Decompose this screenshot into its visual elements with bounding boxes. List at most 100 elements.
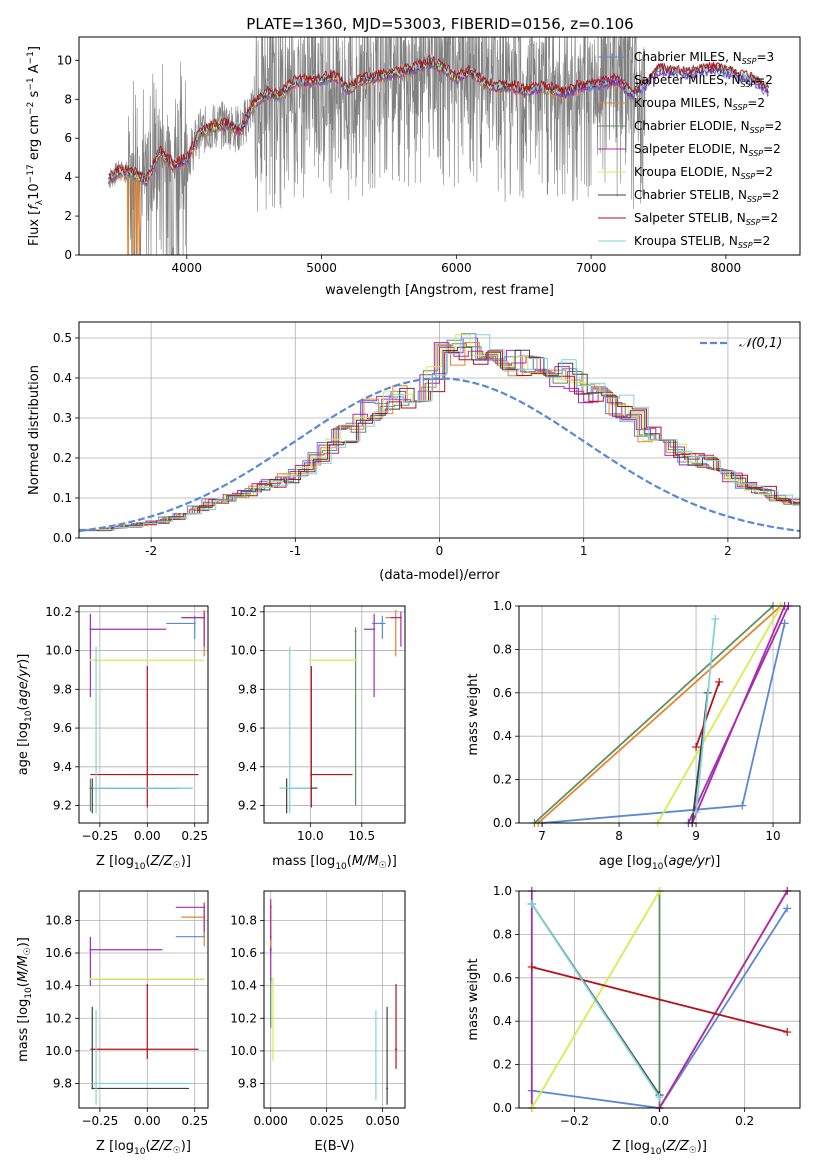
label-part: 10 [134,862,146,872]
label-part: ( [347,854,352,869]
label-part: s [27,90,42,101]
x-tick-label: 0.000 [254,1114,288,1128]
x-tick-label: 0.00 [134,829,161,843]
label-part: Z/Z [666,1139,690,1154]
y-tick-label: 10.2 [230,1011,257,1025]
label-part: 10 [24,710,34,722]
y-tick-label: 0.0 [53,531,72,545]
x-tick-label: 0.25 [181,829,208,843]
kroupa-stelib-point [95,1082,98,1085]
legend-label-end: =2 [753,234,771,248]
chabrier-stelib-point [91,1087,94,1090]
legend-label-sub: SSP [741,80,756,89]
label-part: 10 [650,1147,662,1157]
label-part: )] [710,854,720,869]
y-tick-label: 8 [64,92,72,106]
y-tick-label: 10.8 [230,913,257,927]
y-tick-label: 10.6 [45,946,72,960]
label-part: Z [log [612,1139,650,1154]
label-part: )] [387,854,397,869]
x-axis-label: (data-model)/error [379,568,500,583]
chabrier-miles-weight-marker [780,619,789,628]
label-part: mass [log [272,854,335,869]
salpeter-miles-point [269,948,272,951]
age-vs-Z-panel: −0.25 0.00 0.259.29.49.69.810.010.2Z [log1… [16,605,209,872]
legend-label: Salpeter STELIB, NSSP=2 [634,211,778,227]
legend-label-end: =2 [760,211,778,225]
y-tick-label: 9.8 [53,682,72,696]
y-tick-label: 0.3 [53,411,72,425]
legend-label-main: Chabrier STELIB, N [634,188,747,202]
salpeter-miles-point [373,628,376,631]
label-part: ( [145,854,150,869]
x-tick-label: −0.25 [81,1114,118,1128]
legend-label-sub: SSP [733,103,748,112]
label-part: ☉ [173,861,181,871]
legend-label-end: =2 [764,119,782,133]
kroupa-elodie-point [89,978,92,981]
label-part: Z/Z [150,854,174,869]
salpeter-stelib-weight-marker [692,743,701,752]
label-part: mass [log [16,999,31,1062]
salpeter-elodie-point [203,906,206,909]
figure-title: PLATE=1360, MJD=53003, FIBERID=0156, z=0… [246,15,633,33]
legend-label: 𝒩(0,1) [739,336,782,351]
x-axis-label: Z [log10(Z/Z☉)] [96,1139,191,1157]
salpeter-stelib-weight-line [531,966,788,1033]
x-tick-label: 5000 [306,261,337,275]
label-part: A [27,64,42,77]
y-tick-label: 9.6 [53,721,72,735]
legend-label-main: Chabrier ELODIE, N [634,119,750,133]
y-tick-label: 0.4 [53,371,72,385]
x-tick-label: -2 [145,544,157,558]
x-tick-label: 7 [538,829,546,843]
legend-label-end: =3 [756,50,774,64]
label-part: wavelength [Angstrom, rest frame] [325,283,554,298]
legend-label-end: =2 [755,165,773,179]
label-part: ☉ [173,1146,181,1156]
chabrier-miles-point [193,622,196,625]
y-tick-label: 0.8 [493,642,512,656]
legend-label: Kroupa MILES, NSSP=2 [634,96,765,112]
y-axis-label: Normed distribution [27,365,42,495]
legend-label-sub: SSP [747,195,762,204]
spectrum-panel: 4000 5000 6000 7000 8000 0 2 4 6 8 10 wavelength [A… [26,36,801,298]
massweight-vs-Z-panel: −0.2 0.0 0.2 0.0 0.2 0.4 0.6 0.8 1.0 Z [log10(Z/Z… [466,884,801,1157]
label-part: M/M [16,955,31,982]
salpeter-stelib-point [146,773,149,776]
label-part: f [27,203,42,210]
y-tick-label: 0 [64,248,72,262]
label-part: 10 [652,862,664,872]
legend-label-main: Kroupa MILES, N [634,96,733,110]
y-tick-label: 10.6 [230,946,257,960]
y-tick-label: 0.8 [493,927,512,941]
x-tick-label: -1 [289,544,301,558]
kroupa-elodie-point [89,659,92,662]
x-axis-label: Z [log10(Z/Z☉)] [96,854,191,872]
y-tick-label: 10.0 [45,644,72,658]
x-tick-label: −0.25 [81,829,118,843]
legend-label-end: =2 [755,73,773,87]
label-part: ( [145,1139,150,1154]
kroupa-stelib-point [95,787,98,790]
x-tick-label: 8 [615,829,623,843]
x-tick-label: 9 [692,829,700,843]
axes-frame [78,890,209,1109]
y-tick-label: 10.2 [45,1011,72,1025]
legend-label-main: Salpeter ELODIE, N [634,142,748,156]
x-tick-label: 10.0 [297,829,324,843]
y-tick-label: 9.8 [238,682,257,696]
label-part: ☉ [689,1146,697,1156]
y-tick-label: 0.1 [53,491,72,505]
x-tick-label: 1 [580,544,588,558]
x-axis-label: wavelength [Angstrom, rest frame] [325,283,554,298]
kroupa-stelib-weight-marker [692,808,701,817]
salpeter-stelib-weight-marker [715,677,724,686]
y-axis-label: mass [log10(M/M☉)] [16,937,34,1062]
chabrier-stelib-point [386,1087,389,1090]
kroupa-stelib-histogram [85,334,800,531]
chabrier-miles-weight-line [542,623,786,824]
y-tick-label: 9.2 [238,799,257,813]
kroupa-elodie-point [271,978,274,981]
